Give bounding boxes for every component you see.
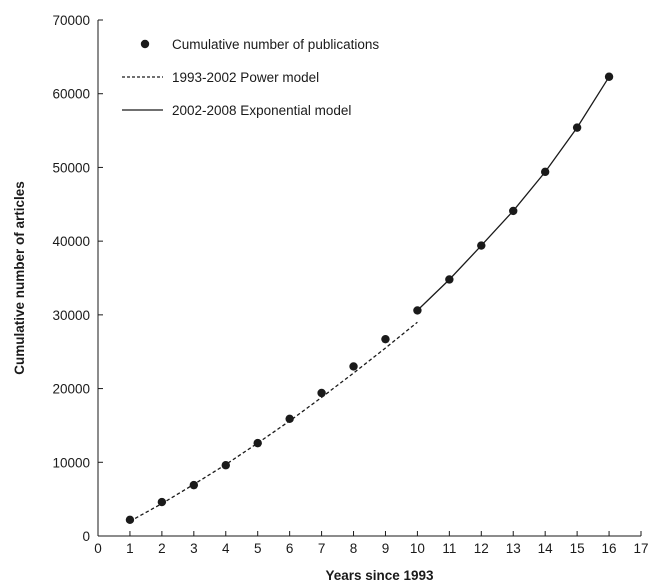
x-tick-label: 5 (254, 541, 262, 556)
data-point (221, 461, 230, 470)
x-tick-label: 9 (382, 541, 390, 556)
x-ticks: 0 1 2 3 4 5 6 7 8 9 10 11 12 13 14 15 16 17 (94, 531, 649, 556)
data-point (572, 123, 582, 132)
data-point (381, 334, 390, 344)
data-point (445, 275, 454, 284)
legend: Cumulative number of publications 1993-2… (122, 37, 379, 118)
legend-label-publications: Cumulative number of publications (172, 37, 379, 52)
data-point (157, 497, 167, 507)
data-point (317, 388, 326, 398)
data-point (509, 206, 518, 216)
data-point (125, 515, 135, 524)
data-point (604, 72, 614, 81)
data-point (349, 362, 358, 371)
x-tick-label: 0 (94, 541, 102, 556)
y-tick-label: 50000 (52, 160, 90, 175)
data-point (540, 167, 550, 177)
x-tick-label: 10 (410, 541, 425, 556)
legend-marker-publications (140, 39, 150, 49)
data-point (253, 438, 262, 448)
x-tick-label: 16 (602, 541, 617, 556)
legend-label-exponential-model: 2002-2008 Exponential model (172, 103, 351, 118)
y-axis-title: Cumulative number of articles (12, 181, 27, 375)
x-tick-label: 6 (286, 541, 294, 556)
y-tick-label: 40000 (52, 234, 90, 249)
power-model-line (129, 321, 418, 522)
x-tick-label: 13 (506, 541, 521, 556)
y-tick-label: 30000 (52, 308, 90, 323)
x-tick-label: 12 (474, 541, 489, 556)
x-tick-label: 11 (442, 541, 456, 556)
x-tick-label: 4 (222, 541, 230, 556)
y-tick-label: 10000 (52, 455, 90, 470)
exponential-model-line (416, 76, 610, 311)
series-lines (129, 76, 610, 522)
data-point (477, 241, 486, 250)
data-point (285, 414, 294, 423)
legend-label-power-model: 1993-2002 Power model (172, 70, 319, 85)
x-tick-label: 15 (570, 541, 585, 556)
y-tick-label: 20000 (52, 382, 90, 397)
x-tick-label: 17 (633, 541, 648, 556)
data-point (413, 306, 422, 315)
x-tick-label: 1 (126, 541, 134, 556)
axes (97, 20, 641, 537)
x-tick-label: 2 (158, 541, 166, 556)
y-tick-label: 60000 (52, 87, 90, 102)
x-tick-label: 8 (350, 541, 358, 556)
y-tick-label: 0 (82, 529, 90, 544)
x-axis-title: Years since 1993 (325, 568, 434, 582)
y-tick-label: 70000 (52, 13, 90, 28)
x-tick-label: 3 (190, 541, 198, 556)
series-markers (125, 72, 614, 524)
x-tick-label: 7 (318, 541, 326, 556)
x-tick-label: 14 (538, 541, 554, 556)
data-point (189, 480, 199, 490)
y-ticks: 0 10000 20000 30000 40000 50000 60000 70000 (52, 13, 103, 544)
